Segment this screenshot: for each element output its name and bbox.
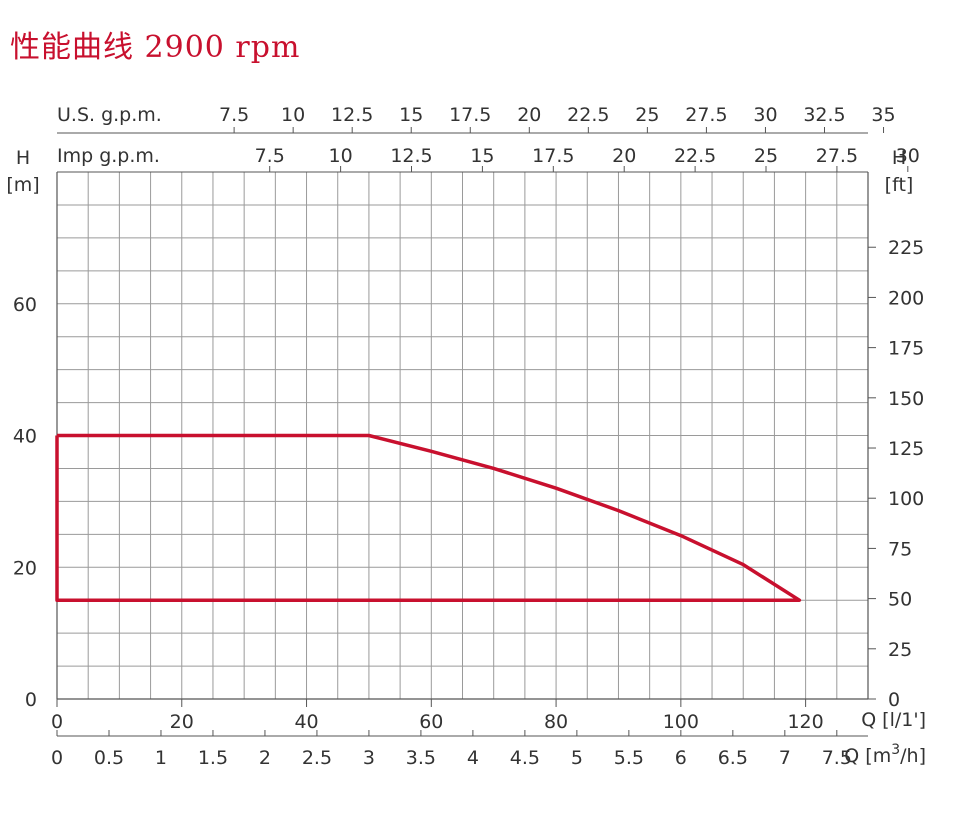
chart-title: 性能曲线 2900 rpm — [10, 30, 301, 65]
y-tick-label-m: 40 — [13, 426, 37, 448]
x-tick-label-m3h: 5 — [571, 747, 583, 769]
y-left-unit-label: [m] — [6, 174, 39, 196]
y-tick-label-ft: 75 — [888, 538, 912, 560]
x-tick-label-m3h: 6 — [675, 747, 687, 769]
x-tick-label-lpm: 20 — [170, 711, 194, 733]
us-gpm-tick-label: 27.5 — [685, 104, 727, 126]
y-tick-label-ft: 25 — [888, 639, 912, 661]
y-tick-label-ft: 125 — [888, 438, 924, 460]
x-tick-label-m3h: 2 — [259, 747, 271, 769]
x-tick-label-lpm: 120 — [787, 711, 823, 733]
imp-gpm-tick-label: 22.5 — [674, 145, 716, 167]
x-tick-label-m3h: 4.5 — [510, 747, 540, 769]
x-m3h-axis-label: Q [m3/h] — [844, 742, 926, 767]
us-gpm-tick-label: 15 — [399, 104, 423, 126]
x-tick-label-m3h: 1 — [155, 747, 167, 769]
curve-layer — [55, 433, 802, 602]
x-tick-label-lpm: 100 — [663, 711, 699, 733]
us-gpm-tick-label: 22.5 — [567, 104, 609, 126]
y-tick-label-ft: 0 — [888, 689, 900, 711]
x-tick-label-lpm: 0 — [51, 711, 63, 733]
y-left-axis-label: H — [16, 147, 30, 169]
y-right-unit-label: [ft] — [885, 174, 914, 196]
x-tick-label-m3h: 1.5 — [198, 747, 228, 769]
imp-gpm-tick-label: 17.5 — [532, 145, 574, 167]
x-tick-label-lpm: 40 — [294, 711, 318, 733]
us-gpm-tick-label: 17.5 — [449, 104, 491, 126]
x-tick-label-m3h: 5.5 — [614, 747, 644, 769]
x-tick-label-m3h: 4 — [467, 747, 479, 769]
x-tick-label-m3h: 3.5 — [406, 747, 436, 769]
y-tick-label-ft: 200 — [888, 287, 924, 309]
x-tick-label-lpm: 60 — [419, 711, 443, 733]
us-gpm-tick-label: 12.5 — [331, 104, 373, 126]
imp-gpm-axis-label: Imp g.p.m. — [57, 145, 160, 167]
us-gpm-tick-label: 32.5 — [803, 104, 845, 126]
y-tick-label-m: 0 — [25, 689, 37, 711]
axes — [56, 127, 909, 737]
us-gpm-axis-label: U.S. g.p.m. — [57, 104, 162, 126]
x-tick-label-m3h: 0 — [51, 747, 63, 769]
y-right-axis-label: H — [892, 147, 906, 169]
y-tick-label-m: 20 — [13, 557, 37, 579]
performance-curve — [55, 433, 802, 602]
x-tick-label-m3h: 0.5 — [94, 747, 124, 769]
x-tick-label-lpm: 80 — [544, 711, 568, 733]
us-gpm-tick-label: 7.5 — [219, 104, 249, 126]
y-tick-label-ft: 175 — [888, 338, 924, 360]
y-tick-label-m: 60 — [13, 294, 37, 316]
y-tick-label-ft: 225 — [888, 237, 924, 259]
x-tick-label-m3h: 7.5 — [822, 747, 852, 769]
us-gpm-tick-label: 25 — [635, 104, 659, 126]
us-gpm-tick-label: 30 — [753, 104, 777, 126]
imp-gpm-tick-label: 25 — [754, 145, 778, 167]
y-tick-label-ft: 100 — [888, 488, 924, 510]
imp-gpm-tick-label: 15 — [470, 145, 494, 167]
imp-gpm-tick-label: 12.5 — [390, 145, 432, 167]
x-bottom-axis-label: Q [l/1'] — [861, 709, 926, 731]
us-gpm-tick-label: 10 — [281, 104, 305, 126]
imp-gpm-tick-label: 20 — [612, 145, 636, 167]
imp-gpm-tick-label: 30 — [896, 145, 920, 167]
x-tick-label-m3h: 2.5 — [302, 747, 332, 769]
x-tick-label-m3h: 7 — [779, 747, 791, 769]
y-tick-label-ft: 50 — [888, 589, 912, 611]
x-tick-label-m3h: 6.5 — [718, 747, 748, 769]
y-tick-label-ft: 150 — [888, 388, 924, 410]
x-tick-label-m3h: 3 — [363, 747, 375, 769]
us-gpm-tick-label: 35 — [871, 104, 895, 126]
us-gpm-tick-label: 20 — [517, 104, 541, 126]
imp-gpm-tick-label: 27.5 — [816, 145, 858, 167]
imp-gpm-tick-label: 7.5 — [255, 145, 285, 167]
imp-gpm-tick-label: 10 — [329, 145, 353, 167]
